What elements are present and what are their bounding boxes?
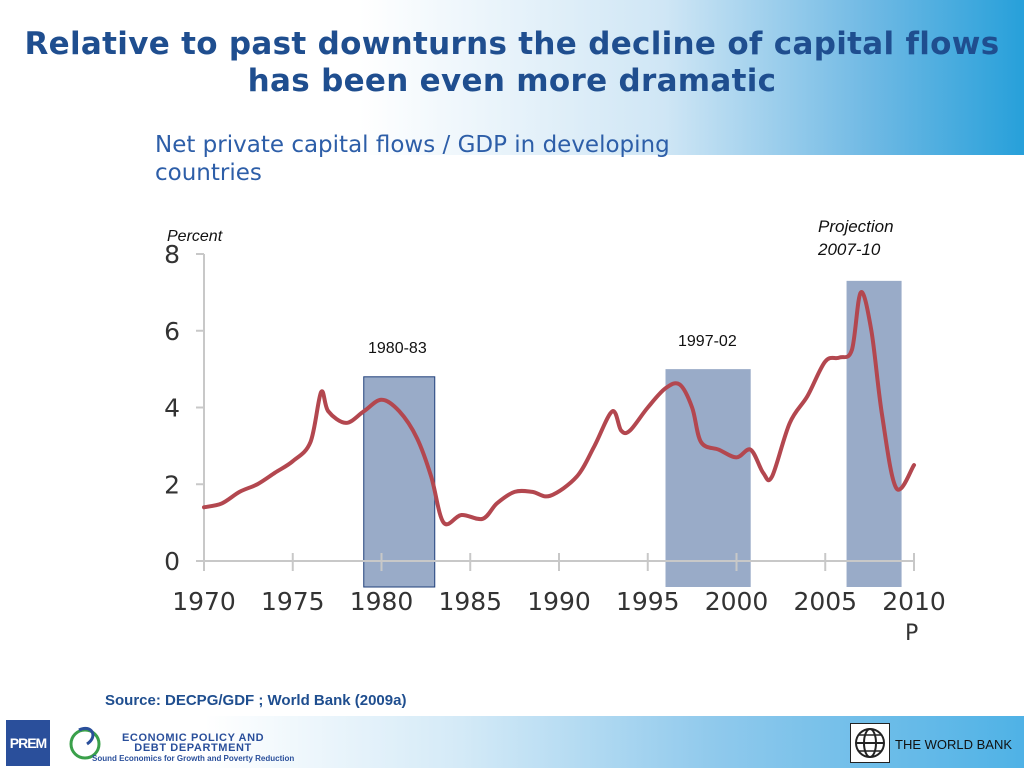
slide-title: Relative to past downturns the decline o… bbox=[24, 26, 1000, 99]
x-tick-label: 2010 bbox=[882, 587, 946, 616]
x-tick-label: 1980 bbox=[350, 587, 414, 616]
y-tick-label: 6 bbox=[164, 317, 180, 346]
projection-label-line2: 2007-10 bbox=[817, 240, 881, 259]
world-bank-label: THE WORLD BANK bbox=[895, 737, 1013, 752]
series-line bbox=[202, 290, 916, 527]
department-tagline: Sound Economics for Growth and Poverty R… bbox=[92, 754, 295, 763]
chart: 0 2 4 6 8 1970 1975 1980 1985 1990 1995 2000 2005 20… bbox=[164, 217, 946, 646]
prem-logo: PREM bbox=[6, 720, 50, 766]
axes bbox=[203, 254, 914, 562]
chart-annotations: Percent 1980-83 1997-02 Projection 2007-… bbox=[167, 217, 918, 646]
department-line-1: ECONOMIC POLICY AND bbox=[122, 732, 265, 744]
chart-subtitle: Net private capital flows / GDP in devel… bbox=[155, 132, 670, 186]
globe-icon bbox=[855, 728, 885, 758]
period-label-1980-83: 1980-83 bbox=[368, 340, 427, 357]
x-tick-label: 1975 bbox=[261, 587, 325, 616]
shaded-period-1980-83 bbox=[363, 376, 436, 588]
y-tick-label: 4 bbox=[164, 394, 180, 423]
x-ticks: 1970 1975 1980 1985 1990 1995 2000 2005 2010 bbox=[172, 553, 946, 616]
projection-label-line1: Projection bbox=[818, 217, 894, 236]
x-tick-label: 1985 bbox=[438, 587, 502, 616]
epdd-logo-icon bbox=[69, 727, 101, 760]
x-tick-label: 1970 bbox=[172, 587, 236, 616]
x-tick-label: 2000 bbox=[705, 587, 769, 616]
projection-marker: P bbox=[905, 621, 918, 646]
world-bank-logo bbox=[850, 723, 890, 763]
shaded-periods bbox=[363, 280, 902, 588]
y-tick-label: 2 bbox=[164, 470, 180, 499]
x-tick-label: 1995 bbox=[616, 587, 680, 616]
y-ticks: 0 2 4 6 8 bbox=[164, 240, 204, 576]
department-line-2: DEBT DEPARTMENT bbox=[134, 742, 252, 754]
period-label-1997-02: 1997-02 bbox=[678, 333, 737, 350]
x-tick-label: 2005 bbox=[793, 587, 857, 616]
department-name: ECONOMIC POLICY AND DEBT DEPARTMENT bbox=[122, 732, 265, 754]
x-tick-label: 1990 bbox=[527, 587, 591, 616]
shaded-period-1997-02 bbox=[665, 369, 751, 587]
y-axis-label: Percent bbox=[167, 228, 223, 245]
header-band bbox=[0, 0, 1024, 155]
y-tick-label: 8 bbox=[164, 240, 180, 269]
y-tick-label: 0 bbox=[164, 547, 180, 576]
source-note: Source: DECPG/GDF ; World Bank (2009a) bbox=[105, 692, 407, 709]
